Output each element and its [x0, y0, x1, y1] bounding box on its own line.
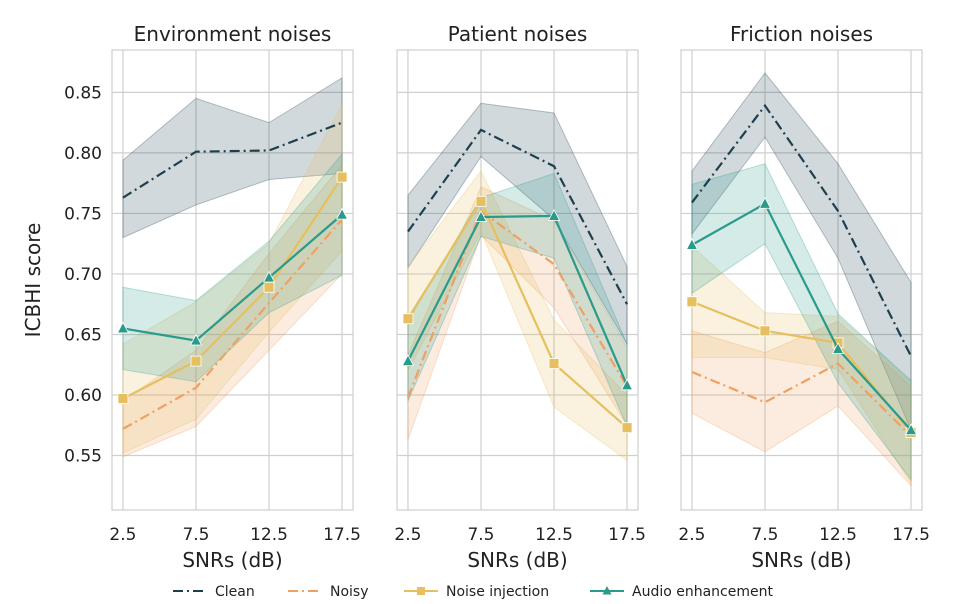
legend-label-clean: Clean — [215, 584, 255, 600]
plot-frame — [111, 49, 354, 511]
panel-1: 0.55 0.60 0.65 0.70 0.75 0.80 0.85 2.5 7.5 12.5 17… — [64, 22, 361, 572]
x-tick-label: 2.5 — [109, 525, 136, 545]
x-tick-label: 7.5 — [182, 525, 209, 545]
confidence-band-injection — [691, 244, 912, 486]
series-line-clean — [407, 128, 629, 305]
data-point-enhancement — [335, 207, 349, 220]
y-axis-label: ICBHI score — [21, 223, 45, 338]
data-point-injection — [686, 296, 698, 308]
data-point-enhancement — [116, 321, 130, 334]
data-point-enhancement — [189, 333, 203, 346]
confidence-band-clean — [407, 102, 628, 347]
confidence-band-noisy — [122, 163, 343, 458]
series-line-noisy — [406, 209, 628, 398]
data-point-enhancement — [831, 342, 845, 354]
x-tick-label: 12.5 — [819, 525, 857, 545]
x-tick-label: 12.5 — [535, 525, 573, 545]
legend-label-injection: Noise injection — [446, 584, 549, 600]
legend: Clean Noisy Noise injection Audio enhanceme… — [173, 584, 773, 600]
x-tick-label: 2.5 — [394, 525, 421, 545]
series-line-enhancement — [122, 213, 343, 342]
series-line-injection — [691, 300, 912, 434]
confidence-band-enhancement — [691, 163, 912, 482]
plot-frame — [680, 49, 923, 511]
series-line-enhancement — [691, 202, 912, 431]
data-point-injection — [263, 281, 275, 293]
panel-title: Patient noises — [448, 22, 588, 46]
series-line-injection — [407, 198, 628, 429]
y-tick-label: 0.80 — [64, 144, 102, 164]
y-tick-label: 0.55 — [64, 447, 102, 467]
data-point-enhancement — [401, 354, 415, 367]
data-point-injection — [475, 195, 487, 207]
data-point-injection — [336, 171, 348, 183]
confidence-band-injection — [122, 104, 343, 454]
y-tick-label: 0.85 — [64, 83, 102, 103]
data-point-injection — [190, 355, 202, 367]
series-line-clean — [122, 121, 343, 199]
data-point-enhancement — [758, 196, 772, 209]
series-line-injection — [122, 176, 343, 400]
panel-3: 2.5 7.5 12.5 17.5 Friction noises SNRs (dB) — [678, 22, 930, 572]
series-line-noisy — [122, 218, 343, 430]
data-point-enhancement — [474, 210, 488, 222]
data-point-enhancement — [547, 208, 561, 221]
y-tick-label: 0.70 — [64, 265, 102, 285]
legend-label-enhancement: Audio enhancement — [632, 584, 773, 600]
series-line-enhancement — [406, 214, 629, 386]
series-line-clean — [691, 103, 913, 357]
confidence-band-enhancement — [122, 152, 343, 383]
data-point-injection — [117, 393, 129, 405]
legend-marker-enhancement — [602, 586, 612, 595]
data-point-injection — [759, 325, 771, 337]
x-tick-label: 17.5 — [892, 525, 930, 545]
confidence-band-noisy — [691, 320, 912, 488]
x-tick-label: 7.5 — [467, 525, 494, 545]
panel-title: Friction noises — [730, 22, 873, 46]
series-line-noisy — [691, 362, 912, 437]
y-tick-label: 0.60 — [64, 386, 102, 406]
data-point-enhancement — [685, 238, 699, 250]
data-point-injection — [402, 313, 414, 325]
x-tick-label: 2.5 — [678, 525, 705, 545]
x-axis-label: SNRs (dB) — [751, 548, 851, 572]
x-tick-label: 7.5 — [751, 525, 778, 545]
x-tick-label: 17.5 — [323, 525, 361, 545]
legend-marker-injection — [417, 587, 425, 595]
data-point-injection — [621, 422, 633, 434]
y-tick-label: 0.75 — [64, 204, 102, 224]
x-axis-label: SNRs (dB) — [467, 548, 567, 572]
x-tick-label: 17.5 — [608, 525, 646, 545]
x-axis-label: SNRs (dB) — [182, 548, 282, 572]
y-tick-label: 0.65 — [64, 325, 102, 345]
x-tick-label: 12.5 — [250, 525, 288, 545]
data-point-enhancement — [262, 270, 276, 283]
data-point-enhancement — [904, 423, 918, 436]
legend-label-noisy: Noisy — [330, 584, 369, 600]
confidence-band-injection — [407, 170, 628, 462]
data-point-injection — [548, 358, 560, 369]
panel-2: 2.5 7.5 12.5 17.5 Patient noises SNRs (dB) — [394, 22, 646, 572]
panel-title: Environment noises — [134, 22, 332, 46]
data-point-enhancement — [620, 378, 634, 391]
